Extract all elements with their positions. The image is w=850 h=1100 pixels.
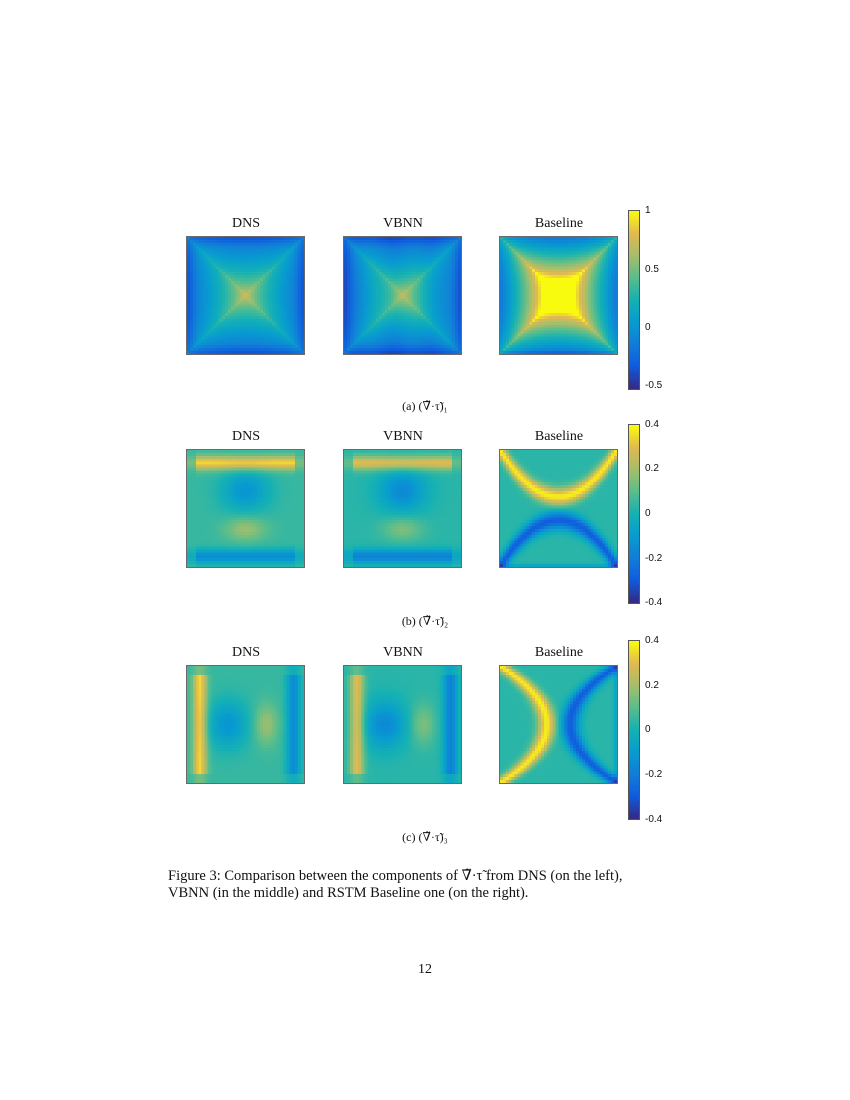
colorbar-tick: -0.2 — [645, 553, 663, 564]
colorbar-tick: 0.5 — [645, 264, 659, 275]
heatmap-row2-vbnn — [343, 449, 462, 568]
colorbar-tick: 0.4 — [645, 635, 659, 646]
panel-title-vbnn: VBNN — [383, 645, 423, 660]
subcaption-c: (c) (∇̃·τ̃)₃ — [402, 830, 448, 844]
heatmap-row2-baseline — [499, 449, 618, 568]
subcaption-a: (a) (∇̃·τ̃)₁ — [402, 399, 448, 413]
colorbar-tick: 0 — [645, 508, 651, 519]
heatmap-row1-baseline — [499, 236, 618, 355]
heatmap-row3-baseline — [499, 665, 618, 784]
panel-title-dns: DNS — [231, 216, 260, 231]
heatmap-row3-dns — [186, 665, 305, 784]
colorbar-row1 — [628, 210, 640, 390]
colorbar-tick: 1 — [645, 205, 651, 216]
colorbar-row2 — [628, 424, 640, 604]
panel-title-baseline: Baseline — [534, 429, 584, 444]
heatmap-row3-vbnn — [343, 665, 462, 784]
page-number: 12 — [418, 962, 432, 977]
heatmap-row1-vbnn — [343, 236, 462, 355]
panel-title-baseline: Baseline — [534, 645, 584, 660]
panel-title-dns: DNS — [231, 645, 260, 660]
colorbar-tick: 0.2 — [645, 680, 659, 691]
colorbar-tick: -0.4 — [645, 597, 663, 608]
colorbar-tick: -0.5 — [645, 380, 663, 391]
colorbar-row3 — [628, 640, 640, 820]
panel-title-vbnn: VBNN — [383, 429, 423, 444]
panel-title-dns: DNS — [231, 429, 260, 444]
heatmap-row1-dns — [186, 236, 305, 355]
colorbar-tick: 0 — [645, 322, 651, 333]
figure-caption-line1: Figure 3: Comparison between the compone… — [168, 868, 623, 884]
colorbar-tick: 0 — [645, 724, 651, 735]
panel-title-vbnn: VBNN — [383, 216, 423, 231]
colorbar-tick: -0.4 — [645, 814, 663, 825]
subcaption-b: (b) (∇̃·τ̃)₂ — [401, 614, 449, 628]
heatmap-row2-dns — [186, 449, 305, 568]
colorbar-tick: -0.2 — [645, 769, 663, 780]
panel-title-baseline: Baseline — [534, 216, 584, 231]
colorbar-tick: 0.2 — [645, 463, 659, 474]
colorbar-tick: 0.4 — [645, 419, 659, 430]
figure-caption-line2: VBNN (in the middle) and RSTM Baseline o… — [168, 885, 529, 901]
